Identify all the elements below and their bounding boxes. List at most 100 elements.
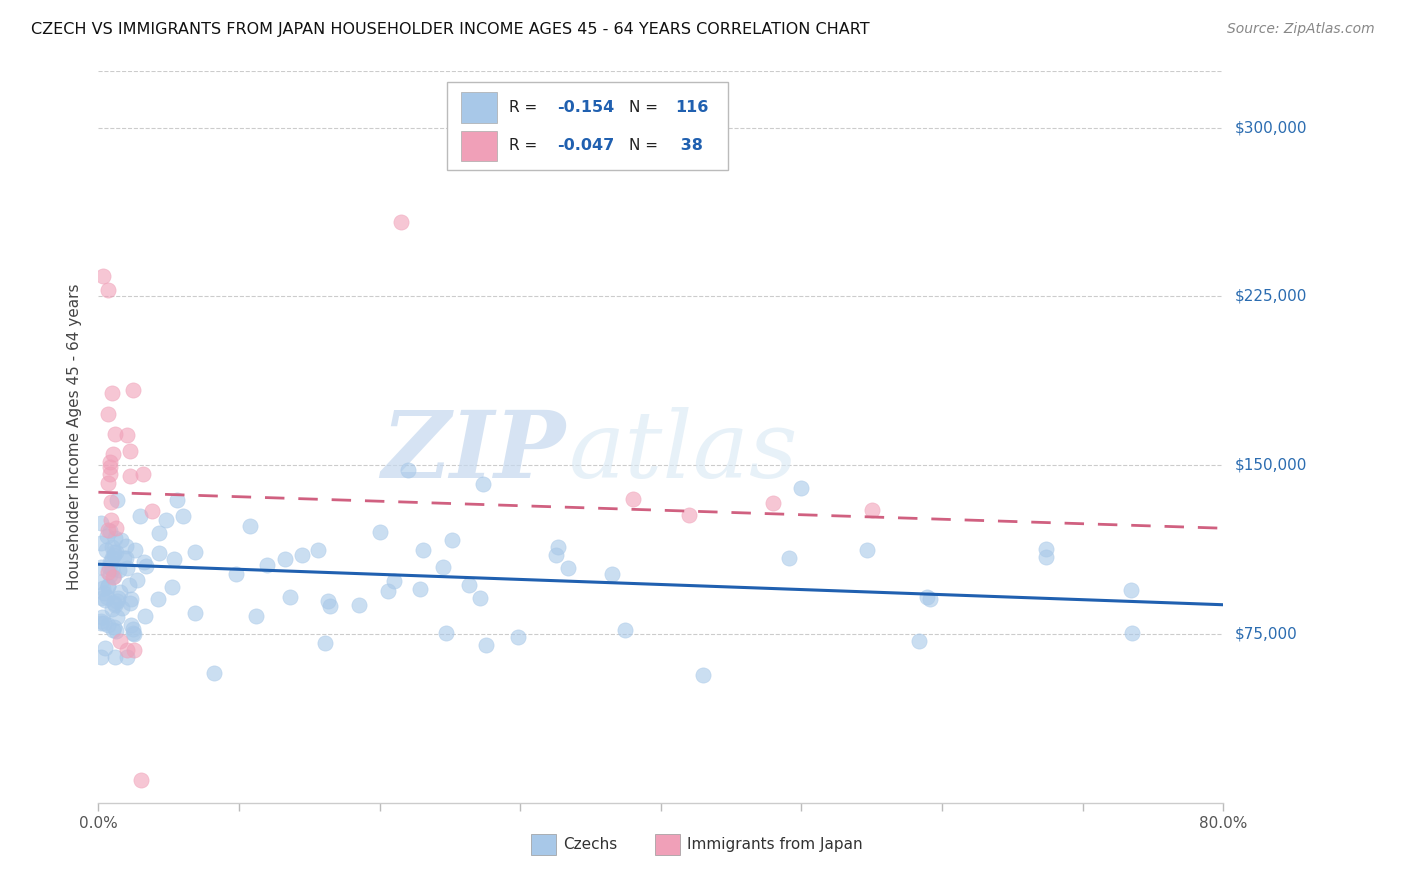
- Point: [377, 583, 399, 598]
- Point: [105, 624, 128, 639]
- Point: [90, 575, 112, 590]
- FancyBboxPatch shape: [531, 833, 557, 855]
- Point: [678, 508, 700, 522]
- Point: [115, 427, 138, 442]
- Point: [107, 563, 129, 577]
- Point: [97, 618, 120, 632]
- Point: [90, 649, 112, 664]
- Point: [101, 602, 124, 616]
- Point: [621, 491, 644, 506]
- Point: [90, 616, 112, 631]
- Point: [101, 624, 124, 638]
- Point: [120, 617, 142, 632]
- Point: [105, 521, 128, 535]
- Point: [319, 599, 342, 613]
- Point: [790, 481, 813, 495]
- Point: [278, 590, 301, 604]
- Point: [101, 540, 124, 554]
- Point: [93, 582, 115, 596]
- Point: [614, 623, 637, 637]
- Point: [101, 562, 124, 576]
- Point: [124, 542, 146, 557]
- Text: -0.047: -0.047: [557, 138, 614, 153]
- Point: [120, 591, 142, 606]
- Point: [121, 622, 143, 636]
- Point: [860, 503, 883, 517]
- Point: [96, 528, 118, 542]
- Text: 116: 116: [675, 100, 709, 115]
- Point: [148, 525, 170, 540]
- Point: [920, 592, 942, 607]
- Point: [1119, 583, 1142, 598]
- Text: CZECH VS IMMIGRANTS FROM JAPAN HOUSEHOLDER INCOME AGES 45 - 64 YEARS CORRELATION: CZECH VS IMMIGRANTS FROM JAPAN HOUSEHOLD…: [31, 22, 869, 37]
- Point: [122, 642, 145, 657]
- Point: [100, 495, 122, 509]
- Point: [101, 551, 124, 566]
- Text: $300,000: $300,000: [1234, 120, 1306, 135]
- Point: [103, 620, 125, 634]
- Point: [101, 386, 124, 401]
- Point: [98, 555, 121, 569]
- Point: [291, 548, 314, 562]
- Text: $150,000: $150,000: [1234, 458, 1306, 473]
- Text: $225,000: $225,000: [1234, 289, 1306, 304]
- Point: [347, 598, 370, 612]
- Point: [148, 546, 170, 560]
- Point: [103, 545, 125, 559]
- Point: [114, 551, 136, 566]
- Point: [122, 627, 145, 641]
- Point: [396, 463, 419, 477]
- Point: [135, 558, 157, 573]
- Point: [101, 570, 124, 584]
- Point: [98, 455, 121, 469]
- Point: [245, 609, 267, 624]
- Point: [97, 476, 120, 491]
- Point: [907, 634, 929, 648]
- Point: [93, 586, 115, 600]
- Point: [183, 545, 205, 559]
- Point: [90, 614, 112, 628]
- Point: [762, 496, 785, 510]
- Point: [506, 630, 529, 644]
- FancyBboxPatch shape: [461, 130, 496, 161]
- Point: [132, 467, 155, 482]
- Point: [172, 508, 194, 523]
- Point: [104, 598, 127, 612]
- Point: [93, 615, 115, 630]
- Point: [110, 533, 132, 548]
- Point: [107, 591, 129, 606]
- Point: [90, 535, 112, 549]
- Point: [160, 580, 183, 594]
- Point: [856, 543, 879, 558]
- Point: [98, 568, 121, 582]
- Point: [274, 552, 297, 566]
- Point: [104, 531, 127, 545]
- Point: [97, 283, 120, 297]
- Point: [121, 384, 143, 398]
- Point: [163, 552, 186, 566]
- Point: [94, 593, 117, 607]
- Point: [97, 407, 120, 421]
- Text: ZIP: ZIP: [381, 407, 565, 497]
- Point: [434, 625, 457, 640]
- Point: [104, 545, 127, 559]
- Point: [91, 269, 114, 284]
- FancyBboxPatch shape: [447, 82, 728, 170]
- Point: [432, 560, 454, 574]
- Text: atlas: atlas: [568, 407, 799, 497]
- Point: [778, 550, 800, 565]
- Point: [98, 524, 121, 538]
- Point: [90, 516, 112, 530]
- Point: [108, 585, 131, 599]
- Point: [125, 573, 148, 587]
- Point: [91, 591, 114, 606]
- Point: [458, 578, 481, 592]
- Text: R =: R =: [509, 100, 543, 115]
- Y-axis label: Householder Income Ages 45 - 64 years: Householder Income Ages 45 - 64 years: [67, 284, 83, 591]
- Point: [97, 579, 120, 593]
- Text: N =: N =: [630, 100, 664, 115]
- Point: [103, 596, 125, 610]
- Point: [117, 578, 139, 592]
- Point: [155, 513, 177, 527]
- Point: [111, 600, 134, 615]
